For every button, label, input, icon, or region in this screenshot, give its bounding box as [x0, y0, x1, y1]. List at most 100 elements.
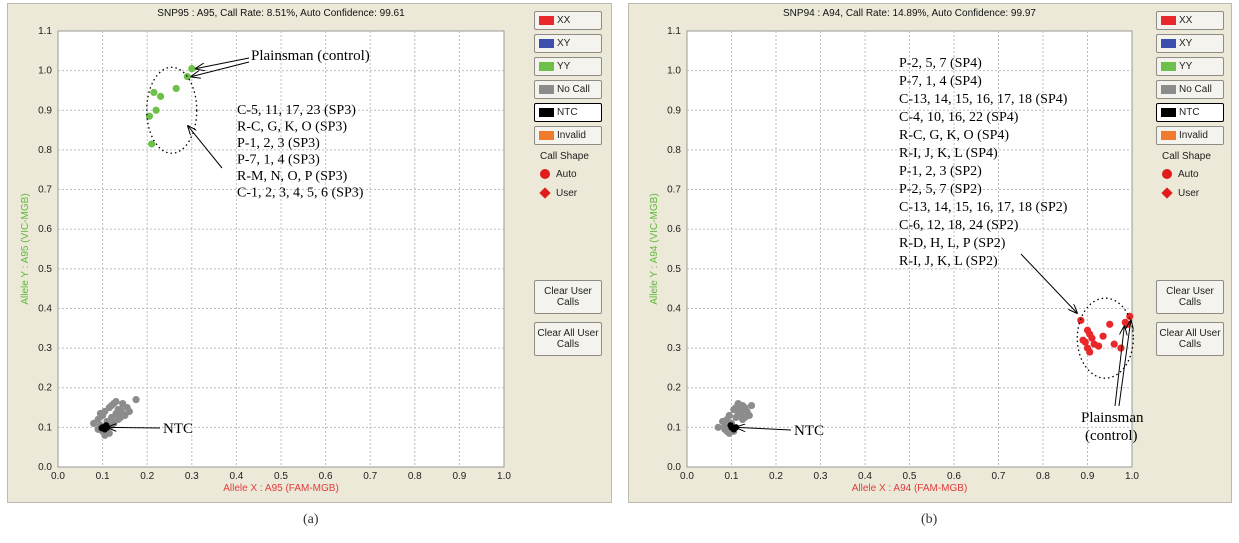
sample-annotation-line: P-7, 1, 4 (SP4): [899, 74, 982, 89]
x-tick-label: 0.6: [947, 471, 961, 482]
sample-annotation-line: R-C, G, K, O (SP4): [899, 128, 1009, 143]
legend-nocall-button[interactable]: No Call: [1156, 80, 1224, 99]
x-tick-label: 1.0: [1125, 471, 1139, 482]
data-point-no-call: [739, 401, 747, 410]
yy-swatch: [539, 62, 554, 71]
legend-yy-button[interactable]: YY: [534, 57, 602, 76]
legend-invalid-button[interactable]: Invalid: [1156, 126, 1224, 145]
auto-shape-row: Auto: [1162, 167, 1224, 181]
y-tick-label: 0.3: [667, 343, 681, 354]
scatter-panel-a: SNP95 : A95, Call Rate: 8.51%, Auto Conf…: [7, 3, 612, 503]
data-point-no-call: [734, 409, 742, 418]
clear-user-calls-button[interactable]: Clear User Calls: [534, 280, 602, 314]
y-tick-label: 0.4: [38, 303, 52, 314]
y-tick-label: 0.1: [38, 422, 52, 433]
legend-xx-button[interactable]: XX: [1156, 11, 1224, 30]
control-arrow-2: [1118, 320, 1131, 407]
y-tick-label: 0.9: [667, 105, 681, 116]
y-tick-label: 0.6: [667, 224, 681, 235]
legend-ntc-label: NTC: [557, 107, 578, 118]
sample-annotation-line: R-D, H, L, P (SP2): [899, 236, 1006, 251]
data-point-no-call: [105, 429, 113, 437]
legend-nocall-button[interactable]: No Call: [534, 80, 602, 99]
legend-xy-button[interactable]: XY: [534, 34, 602, 53]
sample-annotation-line: P-1, 2, 3 (SP2): [899, 164, 982, 179]
y-tick-label: 0.2: [38, 383, 52, 394]
legend-invalid-button[interactable]: Invalid: [534, 126, 602, 145]
data-point-ntc: [727, 422, 734, 429]
x-tick-label: 0.0: [680, 471, 694, 482]
x-tick-label: 0.5: [274, 471, 288, 482]
legend-ntc-button[interactable]: NTC: [534, 103, 602, 122]
x-tick-label: 0.2: [140, 471, 154, 482]
ntc-swatch: [1161, 108, 1176, 117]
cluster-arrow: [188, 126, 223, 169]
y-tick-label: 0.8: [667, 145, 681, 156]
legend-nocall-label: No Call: [1179, 84, 1212, 95]
data-point-no-call: [725, 411, 733, 420]
data-point-xx: [1095, 342, 1103, 350]
clear-all-user-calls-button[interactable]: Clear All User Calls: [1156, 322, 1224, 356]
scatter-plot-a: SNP95 : A95, Call Rate: 8.51%, Auto Conf…: [20, 8, 511, 494]
cluster-ellipse: [146, 66, 198, 154]
data-point-xx: [1099, 332, 1107, 340]
y-tick-label: 0.5: [667, 264, 681, 275]
legend-invalid-label: Invalid: [557, 130, 586, 141]
legend-xy-label: XY: [1179, 38, 1193, 49]
control-annotation-line2: (control): [1085, 428, 1137, 444]
y-tick-label: 0.7: [38, 185, 52, 196]
control-arrow-1: [1114, 326, 1124, 407]
x-tick-label: 0.8: [1036, 471, 1050, 482]
data-point-no-call: [112, 398, 120, 406]
x-tick-label: 0.5: [903, 471, 917, 482]
data-point-no-call: [119, 409, 127, 418]
legend-ntc-button[interactable]: NTC: [1156, 103, 1224, 122]
invalid-swatch: [539, 131, 554, 140]
control-arrow-2: [191, 61, 250, 77]
x-tick-label: 1.0: [497, 471, 511, 482]
legend-yy-label: YY: [1179, 61, 1193, 72]
legend-xx-button[interactable]: XX: [534, 11, 602, 30]
call-shape-heading: Call Shape: [540, 151, 589, 162]
nocall-swatch: [539, 85, 554, 94]
user-diamond-icon: [539, 187, 551, 199]
clear-user-calls-button[interactable]: Clear User Calls: [1156, 280, 1224, 314]
data-point-xx: [1106, 320, 1114, 328]
legend-nocall-label: No Call: [557, 84, 590, 95]
xx-swatch: [539, 16, 554, 25]
data-point-no-call: [721, 421, 729, 429]
sample-annotation-line: C-6, 12, 18, 24 (SP2): [899, 218, 1019, 233]
legend-ntc-label: NTC: [1179, 107, 1200, 118]
data-point-no-call: [125, 407, 133, 416]
xx-swatch: [1161, 16, 1176, 25]
y-axis-label: Allele Y : A95 (VIC-MGB): [20, 193, 31, 304]
ntc-annotation: NTC: [163, 421, 193, 437]
nocall-swatch: [1161, 85, 1176, 94]
x-tick-label: 0.3: [185, 471, 199, 482]
ntc-arrow: [108, 427, 161, 428]
legend-xy-button[interactable]: XY: [1156, 34, 1224, 53]
y-tick-label: 0.0: [667, 462, 681, 473]
control-annotation-line1: Plainsman: [1081, 410, 1144, 426]
x-tick-label: 0.9: [1081, 471, 1095, 482]
x-tick-label: 0.0: [51, 471, 65, 482]
ntc-annotation: NTC: [794, 423, 824, 439]
call-legend-b: XX XY YY No Call NTC Invalid Call Shape …: [1156, 11, 1224, 200]
x-tick-label: 0.4: [858, 471, 872, 482]
y-tick-label: 0.9: [38, 105, 52, 116]
data-point-xx: [1088, 334, 1096, 342]
x-tick-label: 0.9: [452, 471, 466, 482]
y-tick-label: 0.0: [38, 462, 52, 473]
call-shape-heading: Call Shape: [1162, 151, 1211, 162]
sample-annotation-line: R-I, J, K, L (SP4): [899, 146, 998, 161]
cluster-ellipse: [1076, 297, 1134, 379]
invalid-swatch: [1161, 131, 1176, 140]
xy-swatch: [1161, 39, 1176, 48]
control-annotation: Plainsman (control): [251, 48, 370, 64]
y-tick-label: 1.1: [667, 26, 681, 37]
y-axis-label: Allele Y : A94 (VIC-MGB): [649, 193, 660, 304]
user-label: User: [1178, 187, 1200, 199]
clear-all-user-calls-button[interactable]: Clear All User Calls: [534, 322, 602, 356]
legend-yy-label: YY: [557, 61, 571, 72]
legend-yy-button[interactable]: YY: [1156, 57, 1224, 76]
